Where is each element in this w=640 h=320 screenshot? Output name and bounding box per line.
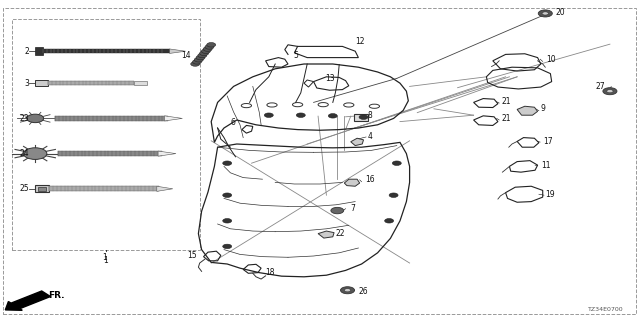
Circle shape [203,47,212,51]
Bar [12,19,200,250]
Text: 23: 23 [19,114,29,123]
Circle shape [542,12,548,15]
Bar [48,81,134,85]
Circle shape [207,43,216,47]
Circle shape [607,90,613,93]
Text: 26: 26 [358,287,368,296]
Text: 14: 14 [181,52,191,60]
Text: 2: 2 [24,47,29,56]
Text: 5: 5 [293,52,298,60]
Text: 21: 21 [502,114,511,123]
Circle shape [223,193,232,197]
Bar [134,81,147,85]
Circle shape [191,62,200,66]
Text: 10: 10 [547,55,556,64]
Circle shape [392,161,401,165]
Text: 1: 1 [103,256,108,265]
Polygon shape [318,231,334,238]
Text: 20: 20 [556,8,565,17]
Text: 21: 21 [502,97,511,106]
Bar [49,186,159,191]
Polygon shape [170,49,186,53]
Polygon shape [158,151,176,156]
Circle shape [223,244,232,249]
Circle shape [328,114,337,118]
Circle shape [196,55,205,60]
Circle shape [223,161,232,165]
Text: 6: 6 [230,118,236,127]
Circle shape [344,289,351,292]
Polygon shape [164,116,182,121]
FancyArrow shape [5,291,51,310]
Polygon shape [351,138,364,146]
Text: 3: 3 [24,79,29,88]
Bar [43,49,170,53]
Circle shape [296,113,305,117]
Text: 7: 7 [351,204,356,213]
Circle shape [340,287,355,294]
Text: 13: 13 [325,74,335,83]
Circle shape [385,219,394,223]
Bar [354,114,368,121]
Circle shape [24,148,47,159]
Bar [35,47,43,55]
Text: FR.: FR. [48,291,65,300]
Text: 8: 8 [368,111,372,120]
Text: 9: 9 [541,104,546,113]
Circle shape [198,53,207,58]
Text: 17: 17 [543,137,552,146]
Text: 11: 11 [541,161,550,170]
Text: 24: 24 [19,149,29,158]
Bar [38,187,46,191]
Polygon shape [517,106,538,115]
Text: 19: 19 [545,190,555,199]
Circle shape [200,51,209,56]
Circle shape [264,113,273,117]
Text: 16: 16 [365,175,374,184]
Circle shape [193,60,202,64]
Circle shape [389,193,398,197]
Circle shape [331,207,344,214]
Bar [35,185,49,192]
Circle shape [205,45,214,49]
Text: TZ34E0700: TZ34E0700 [588,307,624,312]
Polygon shape [344,179,360,186]
Polygon shape [157,186,173,191]
Circle shape [538,10,552,17]
Text: 4: 4 [368,132,373,141]
Circle shape [223,219,232,223]
Text: 27: 27 [596,82,605,91]
Circle shape [27,114,44,123]
Bar [35,80,48,86]
Text: 22: 22 [336,229,346,238]
Text: 18: 18 [266,268,275,277]
Text: 12: 12 [355,37,365,46]
Circle shape [603,88,617,95]
Text: 1: 1 [102,253,107,262]
Bar [55,116,168,121]
Circle shape [359,115,368,119]
Text: 15: 15 [188,252,197,260]
Bar [58,151,162,156]
Circle shape [202,49,211,53]
Circle shape [195,58,204,62]
Text: 25: 25 [19,184,29,193]
